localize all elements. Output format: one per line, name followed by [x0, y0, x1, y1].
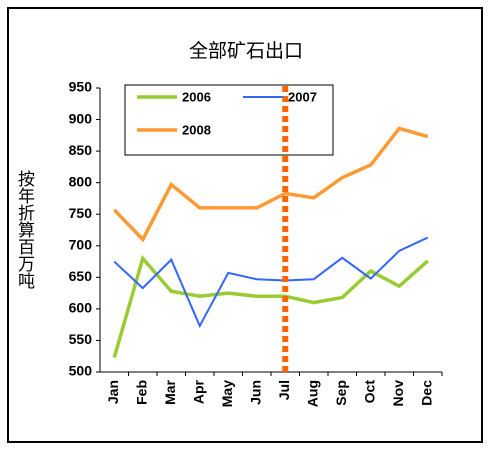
series-line	[112, 254, 429, 358]
y-tick-label: 550	[69, 331, 93, 347]
x-tick-label: Dec	[418, 380, 434, 406]
x-tick-label: Sep	[333, 380, 349, 406]
x-tick-label: Feb	[133, 380, 149, 405]
y-tick-label: 900	[69, 110, 93, 126]
chart-title: 全部矿石出口	[189, 40, 303, 62]
y-tick-label: 850	[69, 142, 93, 158]
legend-label: 2008	[182, 122, 211, 137]
y-tick-label: 500	[69, 363, 93, 379]
y-tick-label: 750	[69, 205, 93, 221]
x-tick-label: May	[219, 380, 235, 407]
y-tick-label: 700	[69, 236, 93, 252]
x-tick-label: Jul	[276, 380, 292, 400]
y-tick-label: 650	[69, 268, 93, 284]
x-tick-label: Aug	[304, 380, 320, 407]
y-tick-label: 800	[69, 173, 93, 189]
x-tick-label: Jan	[105, 380, 121, 404]
frame	[7, 7, 483, 443]
legend-box	[124, 84, 334, 156]
y-tick-label: 600	[69, 300, 93, 316]
series-line	[113, 236, 429, 329]
y-axis-label: 按年折算百万吨	[14, 170, 34, 289]
series-line	[112, 126, 429, 243]
legend-label: 2007	[288, 89, 317, 104]
x-tick-label: Jun	[247, 380, 263, 405]
x-tick-label: Apr	[190, 379, 206, 404]
x-tick-label: Nov	[390, 380, 406, 407]
x-tick-label: Oct	[361, 380, 377, 404]
y-tick-label: 950	[69, 79, 93, 95]
x-tick-label: Mar	[162, 379, 178, 404]
legend-label: 2006	[182, 89, 211, 104]
